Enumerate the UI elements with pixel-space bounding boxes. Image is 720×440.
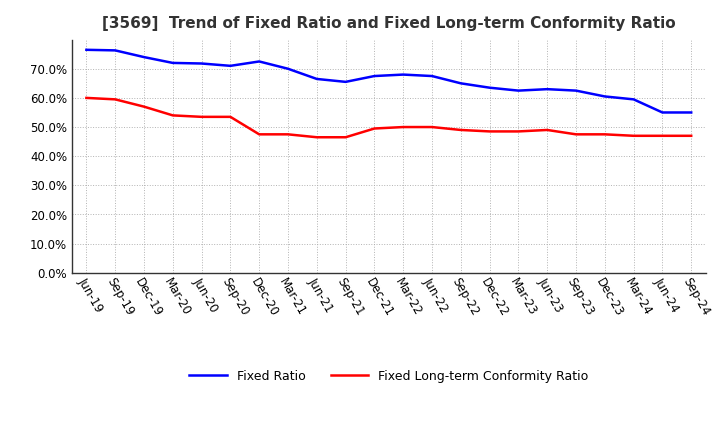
Line: Fixed Ratio: Fixed Ratio xyxy=(86,50,691,113)
Fixed Ratio xyxy=(600,94,609,99)
Fixed Long-term Conformity Ratio xyxy=(456,127,465,132)
Fixed Ratio xyxy=(197,61,206,66)
Fixed Long-term Conformity Ratio xyxy=(226,114,235,120)
Fixed Ratio xyxy=(543,87,552,92)
Fixed Long-term Conformity Ratio xyxy=(514,129,523,134)
Fixed Ratio xyxy=(255,59,264,64)
Fixed Long-term Conformity Ratio xyxy=(629,133,638,139)
Fixed Ratio xyxy=(284,66,292,71)
Fixed Ratio xyxy=(399,72,408,77)
Fixed Long-term Conformity Ratio xyxy=(399,125,408,130)
Fixed Ratio xyxy=(82,47,91,52)
Fixed Ratio xyxy=(428,73,436,79)
Line: Fixed Long-term Conformity Ratio: Fixed Long-term Conformity Ratio xyxy=(86,98,691,137)
Fixed Ratio xyxy=(629,97,638,102)
Fixed Ratio xyxy=(514,88,523,93)
Fixed Long-term Conformity Ratio xyxy=(284,132,292,137)
Title: [3569]  Trend of Fixed Ratio and Fixed Long-term Conformity Ratio: [3569] Trend of Fixed Ratio and Fixed Lo… xyxy=(102,16,675,32)
Fixed Ratio xyxy=(456,81,465,86)
Fixed Long-term Conformity Ratio xyxy=(543,127,552,132)
Fixed Ratio xyxy=(341,79,350,84)
Fixed Ratio xyxy=(658,110,667,115)
Fixed Long-term Conformity Ratio xyxy=(428,125,436,130)
Fixed Long-term Conformity Ratio xyxy=(600,132,609,137)
Fixed Ratio xyxy=(485,85,494,90)
Fixed Long-term Conformity Ratio xyxy=(168,113,177,118)
Fixed Long-term Conformity Ratio xyxy=(111,97,120,102)
Fixed Ratio xyxy=(312,76,321,81)
Fixed Ratio xyxy=(111,48,120,53)
Fixed Ratio xyxy=(687,110,696,115)
Fixed Long-term Conformity Ratio xyxy=(255,132,264,137)
Fixed Long-term Conformity Ratio xyxy=(197,114,206,120)
Legend: Fixed Ratio, Fixed Long-term Conformity Ratio: Fixed Ratio, Fixed Long-term Conformity … xyxy=(184,365,593,388)
Fixed Long-term Conformity Ratio xyxy=(341,135,350,140)
Fixed Ratio xyxy=(370,73,379,79)
Fixed Long-term Conformity Ratio xyxy=(485,129,494,134)
Fixed Long-term Conformity Ratio xyxy=(658,133,667,139)
Fixed Ratio xyxy=(168,60,177,66)
Fixed Ratio xyxy=(572,88,580,93)
Fixed Long-term Conformity Ratio xyxy=(140,104,148,109)
Fixed Long-term Conformity Ratio xyxy=(82,95,91,100)
Fixed Long-term Conformity Ratio xyxy=(312,135,321,140)
Fixed Ratio xyxy=(226,63,235,69)
Fixed Long-term Conformity Ratio xyxy=(370,126,379,131)
Fixed Long-term Conformity Ratio xyxy=(572,132,580,137)
Fixed Long-term Conformity Ratio xyxy=(687,133,696,139)
Fixed Ratio xyxy=(140,55,148,60)
